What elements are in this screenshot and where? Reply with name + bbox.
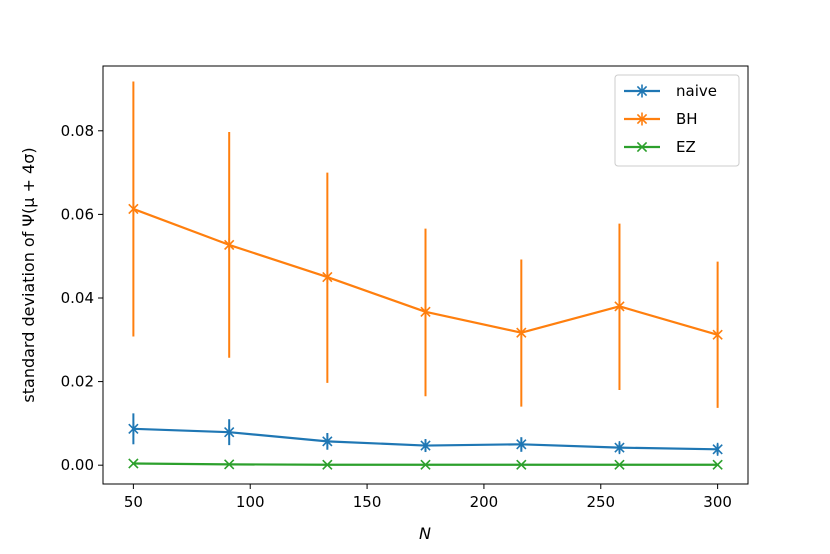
legend-label: naive (676, 82, 717, 100)
y-tick-label: 0.06 (61, 205, 94, 223)
data-point (712, 328, 723, 342)
data-point (614, 459, 625, 470)
y-tick-label: 0.00 (61, 456, 94, 474)
y-axis-label: standard deviation of Ψ(μ + 4σ) (19, 147, 38, 402)
data-point (516, 437, 527, 451)
series-layer (128, 81, 723, 470)
plot-frame (102, 65, 749, 485)
data-point (420, 459, 431, 470)
y-tick-label: 0.04 (61, 289, 94, 307)
x-tick-label: 200 (470, 493, 499, 511)
data-point (420, 305, 431, 319)
data-point-stroke (322, 459, 333, 470)
y-axis: 0.00 0.02 0.04 0.06 0.08 (61, 122, 103, 474)
data-point (224, 459, 235, 470)
legend-item-BH: BH (624, 110, 698, 128)
series-EZ (128, 458, 723, 470)
data-point (614, 299, 625, 313)
legend-item-naive: naive (624, 82, 717, 100)
x-tick-label: 250 (586, 493, 615, 511)
data-point-stroke (128, 458, 139, 469)
series-naive (128, 413, 723, 456)
data-point-stroke (516, 459, 527, 470)
legend-marker (636, 112, 648, 126)
data-point (322, 434, 333, 448)
data-point (322, 270, 333, 284)
data-point (322, 459, 333, 470)
data-point (128, 458, 139, 469)
legend-marker (636, 141, 648, 153)
x-tick-label: 100 (236, 493, 265, 511)
legend-label: BH (676, 110, 698, 128)
data-point (128, 422, 139, 436)
y-tick-label: 0.02 (61, 373, 94, 391)
legend-label: EZ (676, 138, 696, 156)
y-tick-label: 0.08 (61, 122, 94, 140)
x-axis: 50 100 150 200 250 300 (124, 484, 732, 511)
legend: naive BH EZ (614, 74, 740, 167)
legend-marker (636, 84, 648, 98)
data-point (420, 439, 431, 453)
legend-marker-stroke (636, 141, 648, 153)
data-point (614, 441, 625, 455)
data-point-stroke (420, 459, 431, 470)
data-point (224, 238, 235, 252)
data-point (516, 326, 527, 340)
x-axis-label: N (419, 524, 431, 543)
data-point (712, 459, 723, 470)
data-point-stroke (224, 459, 235, 470)
data-point (712, 442, 723, 456)
data-point (516, 459, 527, 470)
data-point-stroke (614, 459, 625, 470)
x-tick-label: 150 (353, 493, 382, 511)
x-tick-label: 50 (124, 493, 143, 511)
data-point (224, 425, 235, 439)
data-point (128, 202, 139, 216)
data-point-stroke (712, 459, 723, 470)
series-BH (128, 81, 723, 408)
legend-item-EZ: EZ (624, 138, 696, 156)
x-tick-label: 300 (703, 493, 732, 511)
